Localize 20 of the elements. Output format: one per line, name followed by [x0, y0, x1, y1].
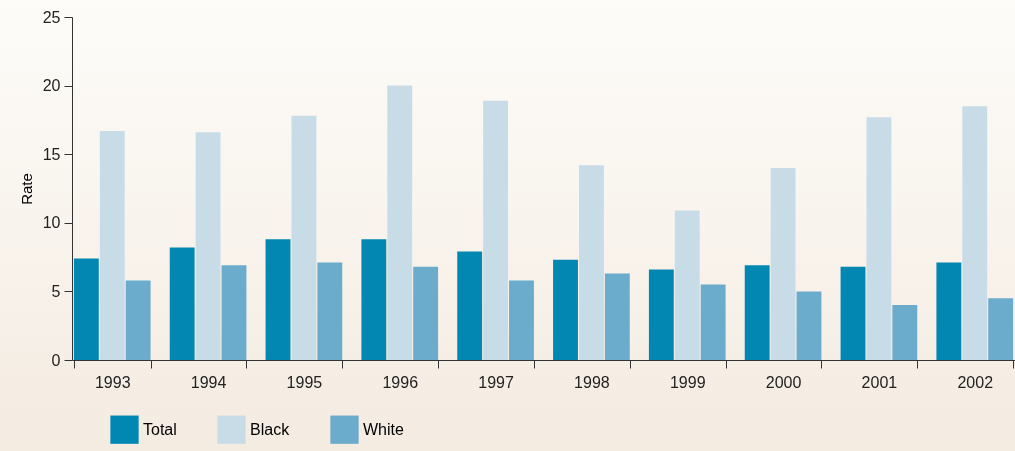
- legend-label: Black: [250, 420, 291, 438]
- y-tick-label: 5: [51, 282, 61, 300]
- x-tick-label: 2001: [861, 373, 898, 391]
- x-tick-label: 2002: [957, 373, 994, 391]
- x-tick-label: 1995: [286, 373, 323, 391]
- legend-label: White: [363, 420, 404, 438]
- legend-label: Total: [143, 420, 177, 438]
- x-tick-label: 1998: [574, 373, 610, 391]
- x-tick-label: 2000: [765, 373, 802, 391]
- x-tick-label: 1999: [669, 373, 706, 391]
- y-tick-label: 20: [42, 77, 61, 95]
- x-tick-label: 1994: [190, 373, 227, 391]
- y-tick-label: 0: [51, 351, 61, 369]
- y-tick-label: 10: [42, 214, 61, 232]
- x-tick-label: 1993: [94, 373, 131, 391]
- x-tick-label: 1996: [382, 373, 419, 391]
- y-tick-label: 15: [42, 145, 61, 163]
- y-tick-label: 25: [42, 8, 61, 26]
- x-tick-label: 1997: [478, 373, 514, 391]
- y-axis-title: Rate: [17, 173, 35, 205]
